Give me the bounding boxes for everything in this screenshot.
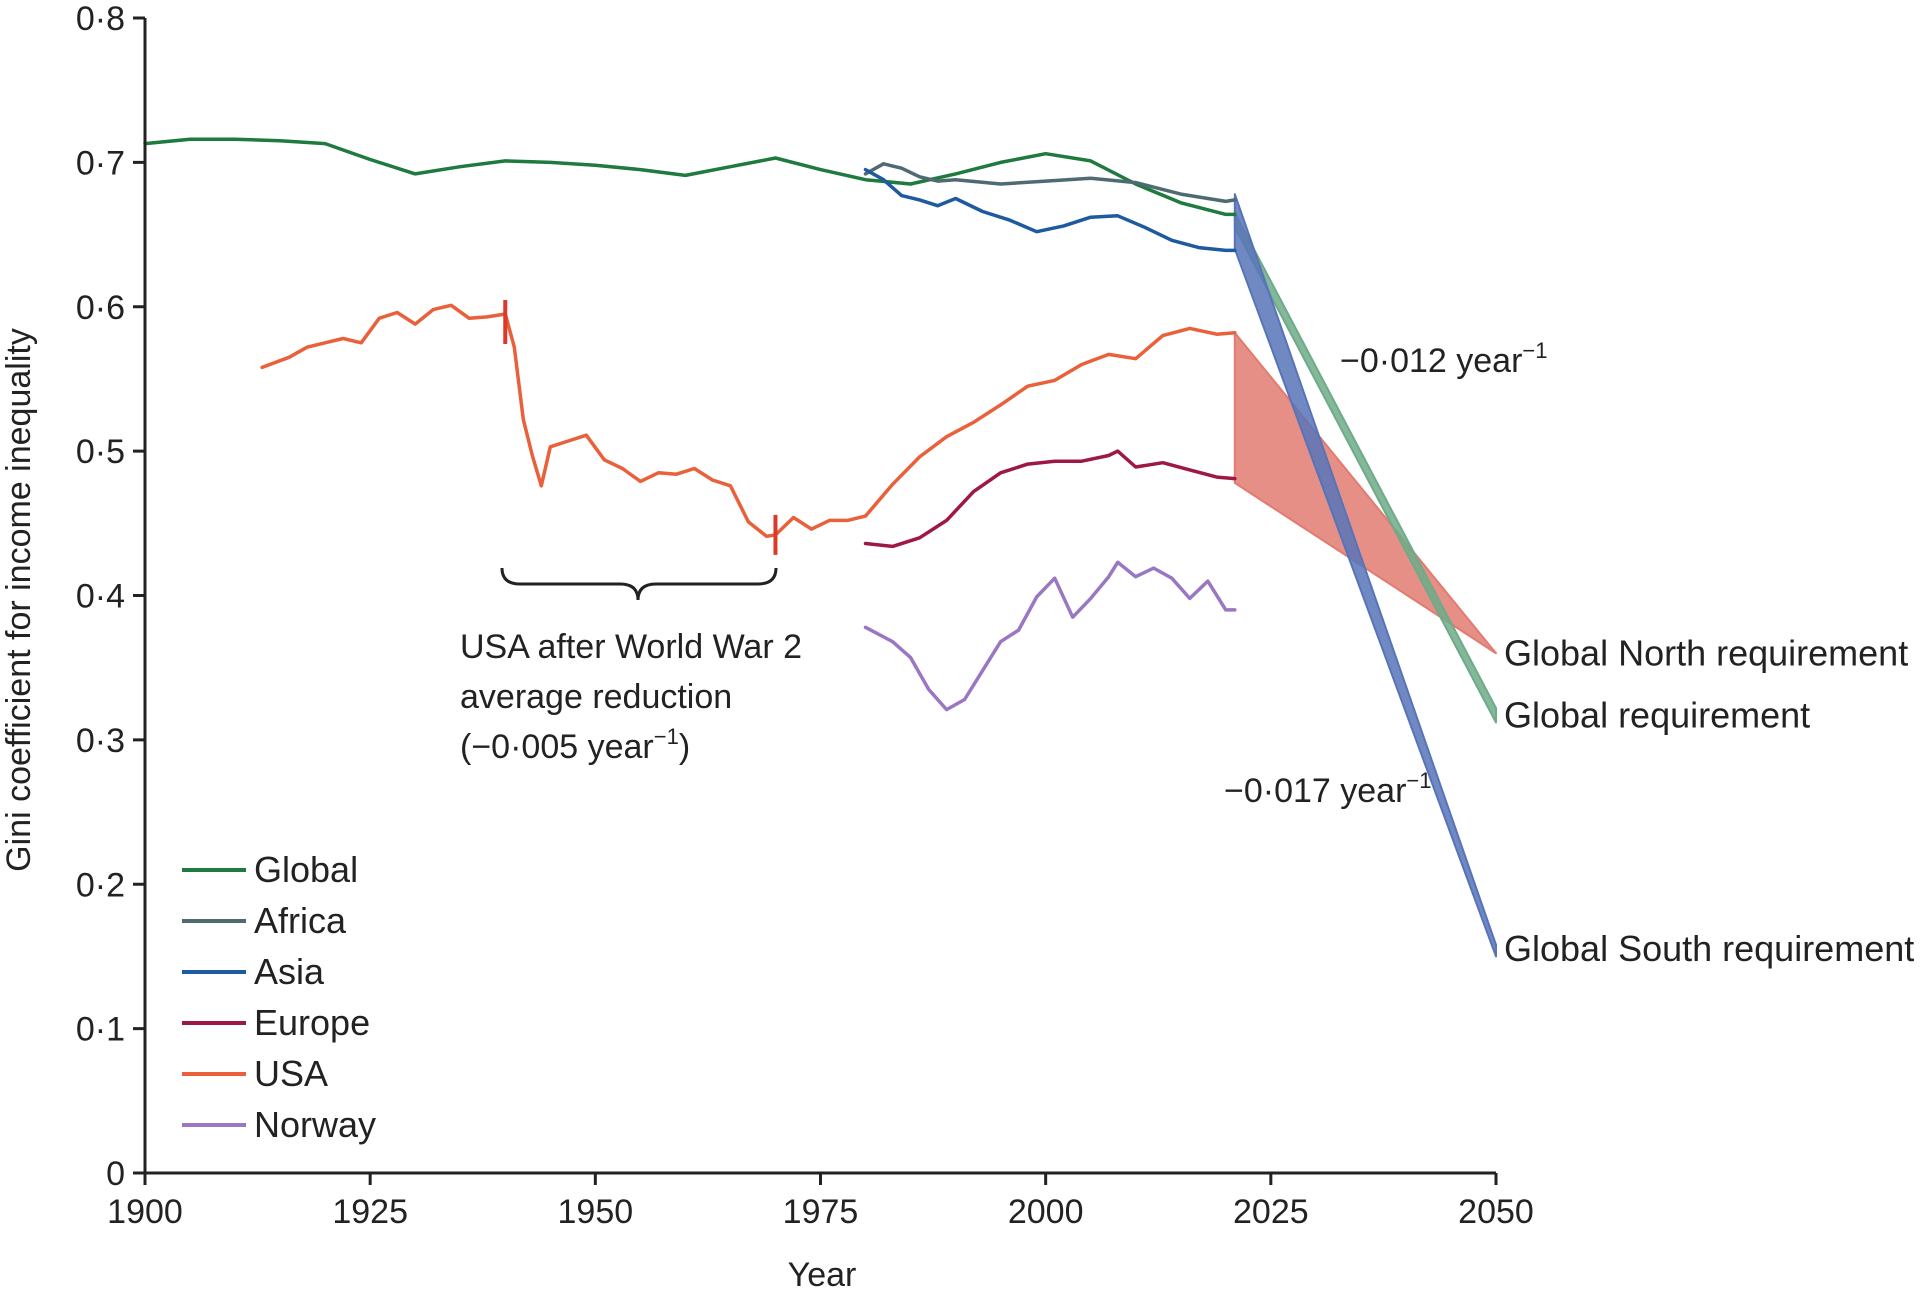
legend: Global Africa Asia Europe USA Norway <box>182 849 376 1145</box>
y-tick-label: 0·6 <box>76 289 125 327</box>
requirement-labels: Global North requirement Global requireme… <box>1504 632 1914 969</box>
y-tick-label: 0·7 <box>76 144 125 182</box>
requirement-bands <box>1233 193 1497 958</box>
series-europe-line <box>863 449 1237 549</box>
y-tick-label: 0·2 <box>76 866 125 904</box>
x-tick-label: 2025 <box>1233 1193 1309 1231</box>
usa-annotation-line2: average reduction <box>460 678 732 716</box>
y-tick-label: 0·8 <box>76 0 125 38</box>
series-africa-line <box>863 162 1237 204</box>
usa-ww2-brace <box>500 567 778 601</box>
y-tick-label: 0·3 <box>76 722 125 760</box>
series-lines <box>143 137 1237 712</box>
usa-annotation-line3: (−0·005 year−1) <box>460 724 690 766</box>
series-global-line <box>143 137 1237 217</box>
legend-label-europe: Europe <box>254 1002 370 1043</box>
y-ticks: 0 0·1 0·2 0·3 0·4 0·5 0·6 0·7 0·8 <box>76 0 145 1193</box>
usa-rate-close: ) <box>679 728 690 766</box>
x-ticks: 1900 1925 1950 1975 2000 2025 2050 <box>107 1173 1534 1231</box>
legend-label-asia: Asia <box>254 951 325 992</box>
rate-global-label: −0·012 year−1 <box>1340 338 1548 380</box>
y-tick-label: 0·1 <box>76 1011 125 1049</box>
series-norway-line <box>863 560 1237 712</box>
rate-global-text: −0·012 year <box>1340 342 1522 380</box>
legend-label-norway: Norway <box>254 1104 376 1145</box>
y-axis-title: Gini coefficient for income inequality <box>0 328 38 872</box>
y-tick-label: 0 <box>106 1155 125 1193</box>
x-tick-label: 2000 <box>1008 1193 1084 1231</box>
series-usa-line <box>260 303 1237 539</box>
x-tick-label: 1975 <box>783 1193 859 1231</box>
rate-global-exponent: −1 <box>1522 338 1547 363</box>
rate-south-label: −0·017 year−1 <box>1224 768 1432 810</box>
legend-label-africa: Africa <box>254 900 347 941</box>
x-tick-label: 2050 <box>1458 1193 1534 1231</box>
y-tick-label: 0·4 <box>76 578 125 616</box>
rate-south-exponent: −1 <box>1406 768 1431 793</box>
axes: 00·10·20·30·40·50·60·70·8 1900 1925 1950 19… <box>76 0 1534 1231</box>
y-tick-label: 0·5 <box>76 433 125 471</box>
legend-label-global: Global <box>254 849 358 890</box>
global-north-requirement-label: Global North requirement <box>1504 632 1908 673</box>
global-requirement-label: Global requirement <box>1504 694 1810 735</box>
series-asia-line <box>863 167 1237 253</box>
global-south-requirement-label: Global South requirement <box>1504 928 1914 969</box>
usa-annotation-line1: USA after World War 2 <box>460 628 802 666</box>
usa-rate-exponent: −1 <box>654 724 679 749</box>
legend-label-usa: USA <box>254 1053 328 1094</box>
usa-rate-text: (−0·005 year <box>460 728 654 766</box>
x-tick-label: 1950 <box>558 1193 634 1231</box>
global-south-requirement-band <box>1233 193 1497 958</box>
x-tick-label: 1900 <box>107 1193 183 1231</box>
x-tick-label: 1925 <box>332 1193 408 1231</box>
rate-south-text: −0·017 year <box>1224 772 1406 810</box>
x-axis-title: Year <box>788 1256 857 1292</box>
